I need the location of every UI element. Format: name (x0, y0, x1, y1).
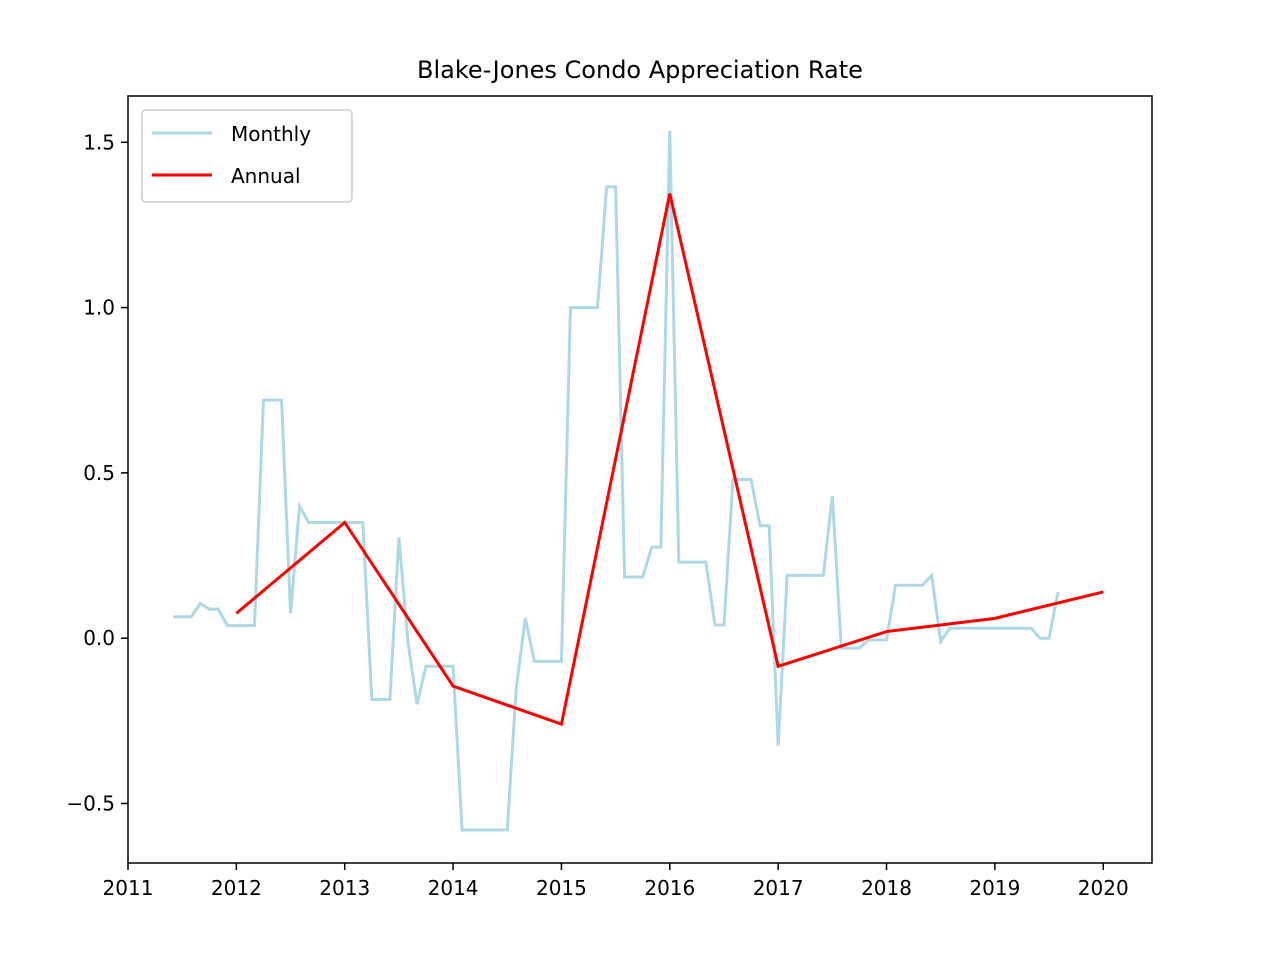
x-tick-label: 2016 (644, 876, 695, 900)
y-tick-label: 1.5 (83, 130, 115, 154)
x-tick-label: 2015 (536, 876, 587, 900)
series-layer (173, 130, 1104, 832)
plot-area (128, 96, 1152, 863)
y-tick-label: 0.5 (83, 461, 115, 485)
x-tick-label: 2018 (861, 876, 912, 900)
plot-frame (127, 95, 1153, 864)
y-tick-label: 0.0 (83, 626, 115, 650)
y-tick-label: −0.5 (66, 791, 115, 815)
y-tick-label: 1.0 (83, 296, 115, 320)
x-tick-label: 2012 (211, 876, 262, 900)
series-line-annual (235, 193, 1104, 727)
x-tick-label: 2019 (969, 876, 1020, 900)
x-tick-label: 2013 (319, 876, 370, 900)
x-axis: 2011 2012 2013 2014 2015 2016 2017 2018 2019 2020 (103, 863, 1129, 900)
x-tick-label: 2014 (428, 876, 479, 900)
legend-label-annual: Annual (231, 164, 301, 188)
legend: Monthly Annual (141, 109, 353, 203)
x-tick-label: 2011 (103, 876, 154, 900)
y-axis: −0.5 0.0 0.5 1.0 1.5 (66, 130, 128, 815)
x-tick-label: 2017 (753, 876, 804, 900)
series-line-monthly (173, 130, 1060, 832)
legend-label-monthly: Monthly (231, 122, 311, 146)
chart-title: Blake-Jones Condo Appreciation Rate (417, 56, 863, 84)
x-tick-label: 2020 (1078, 876, 1129, 900)
